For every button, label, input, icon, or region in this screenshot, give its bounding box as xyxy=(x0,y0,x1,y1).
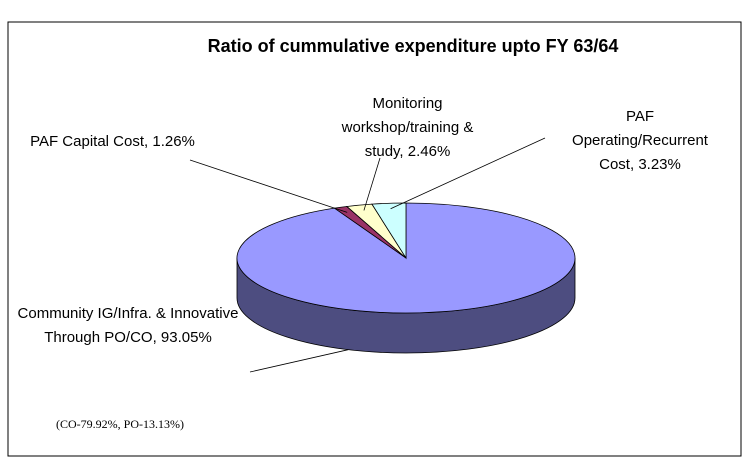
slice-label: PAF Operating/Recurrent Cost, 3.23% xyxy=(565,105,715,177)
value-label: 2.46% xyxy=(407,143,451,160)
value-label: 93.05% xyxy=(160,329,212,346)
slice xyxy=(371,202,407,260)
slice xyxy=(236,202,576,314)
slice-label: Monitoring workshop/training & study, 2.… xyxy=(335,92,480,164)
leader-line xyxy=(390,137,546,210)
slice-label: Community IG/Infra. & Innovative Through… xyxy=(8,302,248,350)
category: Monitoring workshop/training & study, xyxy=(341,95,474,160)
chart-title: Ratio of cummulative expenditure upto FY… xyxy=(208,36,619,56)
category: PAF Capital Cost, xyxy=(30,133,149,150)
category: PAF Operating/Recurrent Cost, xyxy=(572,108,708,173)
value-label: 1.26% xyxy=(152,133,195,150)
value-label: 3.23% xyxy=(638,156,681,173)
leader-line xyxy=(189,159,348,213)
category: Community IG/Infra. & Innovative Through… xyxy=(17,305,239,346)
leader-line xyxy=(363,157,381,211)
leader-line xyxy=(249,349,349,373)
slice-label: PAF Capital Cost, 1.26% xyxy=(15,130,210,154)
annotation: (CO-79.92%, PO-13.13%) xyxy=(56,417,184,431)
